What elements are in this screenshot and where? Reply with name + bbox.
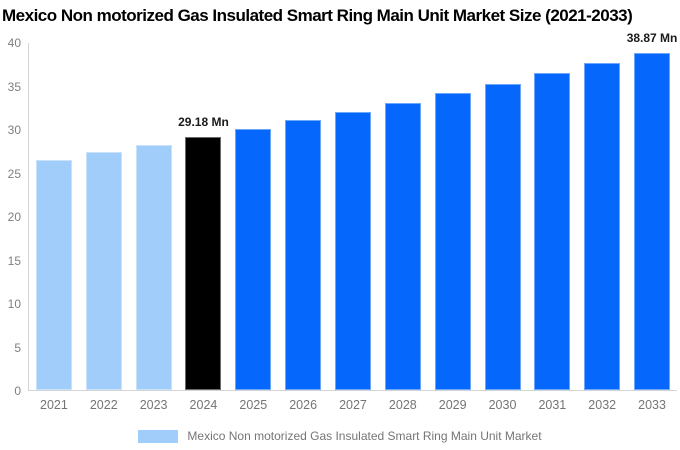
y-axis-tick-label: 20 (7, 210, 21, 224)
x-axis-label-2022: 2022 (89, 398, 118, 412)
legend-label: Mexico Non motorized Gas Insulated Smart… (187, 429, 542, 443)
x-axis-label-2028: 2028 (388, 398, 417, 412)
bar-slot-2028: 2028 (378, 43, 428, 412)
bar-slot-2026: 2026 (278, 43, 328, 412)
bar-slot-2030: 2030 (478, 43, 528, 412)
x-axis-label-2021: 2021 (40, 398, 68, 412)
bar-slot-2032: 2032 (577, 43, 627, 412)
bar-2023[interactable] (135, 144, 172, 390)
legend-swatch (138, 429, 179, 443)
y-axis-tick-label: 40 (7, 36, 21, 50)
y-axis-tick-label: 5 (14, 340, 21, 355)
bar-value-label-2033: 38.87 Mn (626, 30, 678, 45)
y-axis-tick-label: 15 (7, 253, 21, 268)
bar-2022[interactable] (85, 152, 122, 390)
bar-2026[interactable] (285, 120, 322, 390)
y-axis-tick-label: 10 (7, 297, 21, 311)
chart-title: Mexico Non motorized Gas Insulated Smart… (2, 6, 633, 25)
x-axis-label-2027: 2027 (339, 398, 367, 412)
bar-2021[interactable] (35, 160, 72, 390)
bar-slot-2029: 2029 (428, 43, 478, 412)
y-axis-tick-label: 35 (7, 79, 21, 94)
x-axis-label-2031: 2031 (538, 398, 567, 412)
bar-slot-2024: 2024 29.18 Mn (178, 43, 229, 412)
bar-2032[interactable] (584, 62, 621, 390)
bar-2025[interactable] (235, 128, 272, 390)
bar-value-label-2024: 29.18 Mn (178, 114, 229, 129)
bar-slot-2022: 2022 (79, 43, 129, 412)
y-axis-tick-label: 25 (7, 166, 21, 181)
bar-2033[interactable] (634, 52, 671, 390)
y-axis-tick-label: 30 (7, 123, 21, 137)
x-axis-label-2024: 2024 (189, 398, 218, 412)
bar-slot-2031: 2031 (527, 43, 577, 412)
x-axis-label-2033: 2033 (638, 398, 666, 412)
y-axis-tick-label: 0 (14, 384, 21, 398)
bar-slot-2033: 2033 38.87 Mn (627, 31, 678, 412)
legend[interactable]: Mexico Non motorized Gas Insulated Smart… (0, 427, 680, 445)
bar-slot-2021: 2021 (29, 43, 79, 412)
bar-2028[interactable] (384, 102, 421, 390)
x-axis-label-2032: 2032 (588, 398, 617, 412)
bar-slot-2025: 2025 (228, 43, 278, 412)
bar-slot-2023: 2023 (129, 43, 179, 412)
bar-2027[interactable] (334, 111, 371, 390)
bar-2024[interactable] (185, 136, 222, 390)
plot-area: 2021 2022 2023 2024 29.18 Mn 2025 2026 2027 2028… (28, 31, 678, 412)
bar-2031[interactable] (534, 73, 571, 390)
bar-2029[interactable] (434, 93, 471, 390)
x-axis-label-2025: 2025 (239, 398, 268, 412)
bar-slot-2027: 2027 (328, 43, 378, 412)
x-axis-label-2026: 2026 (289, 398, 318, 412)
x-axis-label-2030: 2030 (488, 398, 517, 412)
x-axis-label-2029: 2029 (438, 398, 467, 412)
bar-2030[interactable] (484, 83, 521, 390)
x-axis-label-2023: 2023 (139, 398, 168, 412)
y-axis: 0 5 10 15 20 25 30 35 40 (0, 36, 21, 398)
